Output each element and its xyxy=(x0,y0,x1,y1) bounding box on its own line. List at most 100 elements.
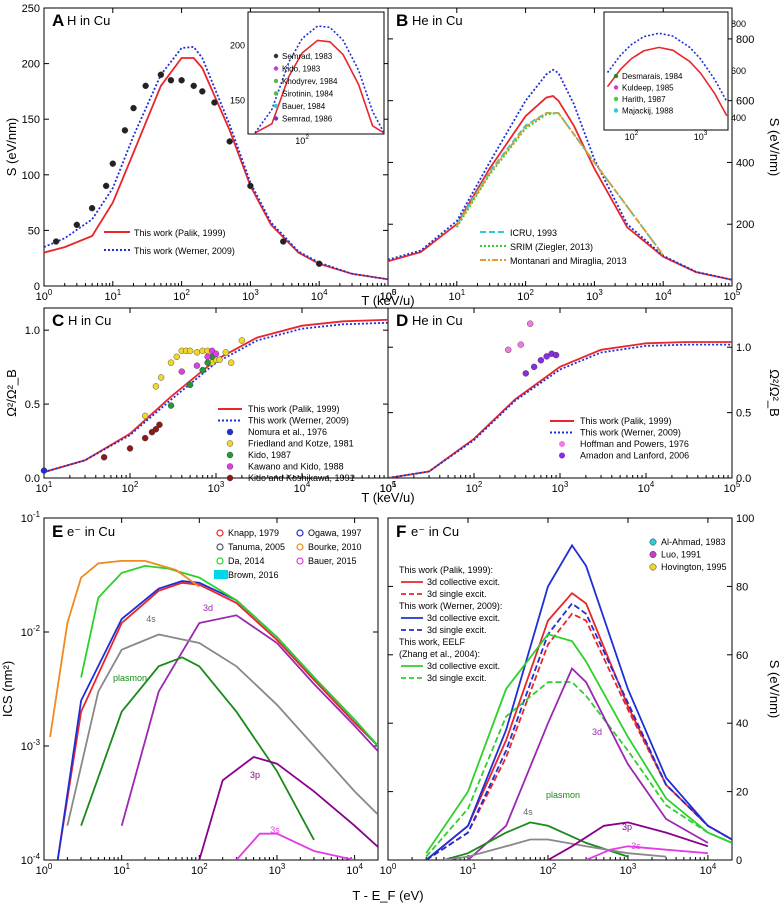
data-point-D xyxy=(530,363,538,371)
data-point-C xyxy=(173,353,180,360)
data-point-C xyxy=(152,426,160,433)
legend-marker-e xyxy=(296,529,304,537)
legend-label-e: Bourke, 2010 xyxy=(308,542,362,552)
inset-a-legend-marker xyxy=(273,66,279,71)
inset-b-frame xyxy=(603,11,729,131)
data-point-C xyxy=(152,383,160,390)
legend-label-f: 3d single excit. xyxy=(427,625,487,635)
legend-marker-f xyxy=(649,563,657,571)
y-tick-label-E: 10-3 xyxy=(21,738,41,753)
panel-b-frame xyxy=(387,7,733,287)
legend-label-f: 3d single excit. xyxy=(427,589,487,599)
series-line-F xyxy=(443,838,667,860)
y-tick-label-C: 0.0 xyxy=(25,473,40,485)
panel-a-label: A xyxy=(52,11,64,30)
panel-e-title: e⁻ in Cu xyxy=(67,524,115,539)
y-tick-label-A: 150 xyxy=(22,114,40,126)
inset-a-xtick: 102 xyxy=(295,134,309,146)
series-line-F xyxy=(425,591,732,860)
annotation-e: 3p xyxy=(250,770,260,780)
inset-b-ytick: 800 xyxy=(731,19,746,29)
inset-a-ytick: 150 xyxy=(230,96,245,106)
y-tick-label-D: 0.5 xyxy=(736,408,751,420)
inset-b-curve xyxy=(606,46,728,117)
legend-marker-f xyxy=(649,538,657,546)
y-tick-label-B: 800 xyxy=(736,34,754,46)
x-tick-label-E: 104 xyxy=(346,862,363,877)
annotation-f: 3d xyxy=(592,727,602,737)
series-line-D xyxy=(388,343,732,478)
data-point-C xyxy=(157,374,165,381)
ylabel-d: Ω²/Ω²_B xyxy=(767,369,782,417)
inset-b-legend-label: Desmarais, 1984 xyxy=(622,72,683,81)
xlabel-top: T (keV/u) xyxy=(361,293,414,308)
x-tick-label-C: 104 xyxy=(294,480,311,495)
legend-label-d: This work (Palik, 1999) xyxy=(580,416,672,426)
inset-b-legend-marker xyxy=(613,85,619,90)
annotation-f: 3s xyxy=(631,841,641,851)
series-line-F xyxy=(425,612,732,860)
legend-label-d: This work (Werner, 2009) xyxy=(580,428,681,438)
data-point-C xyxy=(238,337,246,344)
legend-marker-d xyxy=(559,452,565,459)
legend-label-f: 3d single excit. xyxy=(427,673,487,683)
series-line-F xyxy=(425,543,732,860)
y-tick-label-D: 0.0 xyxy=(736,473,751,485)
inset-b-curve xyxy=(606,32,728,102)
inset-b-legend-marker xyxy=(613,73,619,79)
legend-label-f: 3d collective excit. xyxy=(427,613,500,623)
data-point-A xyxy=(226,138,233,145)
inset-a-legend-label: Kido, 1983 xyxy=(282,65,321,74)
legend-label-e: Tanuma, 2005 xyxy=(228,542,285,552)
data-point-A xyxy=(316,260,323,267)
x-tick-label-B: 105 xyxy=(724,288,741,303)
y-tick-label-A: 0 xyxy=(34,281,40,293)
inset-a-legend-marker xyxy=(273,53,279,59)
data-point-A xyxy=(211,99,218,106)
y-tick-label-B: 400 xyxy=(736,157,754,169)
series-line-F xyxy=(585,845,708,860)
y-tick-label-F: 20 xyxy=(736,787,748,799)
x-tick-label-D: 105 xyxy=(724,480,741,495)
data-point-A xyxy=(102,182,110,190)
panel-f-title: e⁻ in Cu xyxy=(411,524,459,539)
annotation-f: plasmon xyxy=(546,790,580,800)
y-tick-label-B: 200 xyxy=(736,219,754,231)
data-point-C xyxy=(204,359,211,366)
legend-marker-e xyxy=(216,543,224,551)
series-line-F xyxy=(443,821,629,860)
inset-a-legend-label: Semrad, 1983 xyxy=(282,52,333,61)
panel-b-label: B xyxy=(396,11,408,30)
data-point-C xyxy=(40,467,48,474)
series-line-E xyxy=(49,560,200,738)
data-point-A xyxy=(157,71,165,78)
data-point-C xyxy=(222,349,229,356)
legend-label-a: This work (Werner, 2009) xyxy=(134,246,235,256)
legend-label-c: This work (Palik, 1999) xyxy=(248,404,340,414)
legend-label-c: Friedland and Kotze, 1981 xyxy=(248,439,354,449)
legend-marker-c xyxy=(226,463,234,470)
series-line-F xyxy=(547,821,709,860)
panel-f-label: F xyxy=(396,522,406,541)
data-point-A xyxy=(109,160,117,167)
y-tick-label-A: 100 xyxy=(22,170,40,182)
x-tick-label-C: 101 xyxy=(36,480,53,495)
data-point-A xyxy=(178,77,185,84)
panel-e-label: E xyxy=(52,522,63,541)
legend-label-c: Kido and Koshikawa, 1991 xyxy=(248,473,355,483)
inset-a-legend-marker xyxy=(273,116,279,121)
legend-label-f: 3d collective excit. xyxy=(427,577,500,587)
inset-b-legend-label: Majackij, 1988 xyxy=(622,107,674,116)
legend-marker-e xyxy=(216,529,224,537)
xlabel-bottom: T - E_F (eV) xyxy=(352,888,423,903)
panel-b-title: He in Cu xyxy=(412,13,463,28)
data-point-D xyxy=(517,341,524,348)
legend-group-title-f: This work (Werner, 2009): xyxy=(399,601,502,611)
data-point-A xyxy=(199,88,206,95)
data-point-A xyxy=(52,238,60,245)
panel-d-title: He in Cu xyxy=(412,313,463,328)
data-point-A xyxy=(121,127,129,134)
data-point-D xyxy=(537,357,545,364)
